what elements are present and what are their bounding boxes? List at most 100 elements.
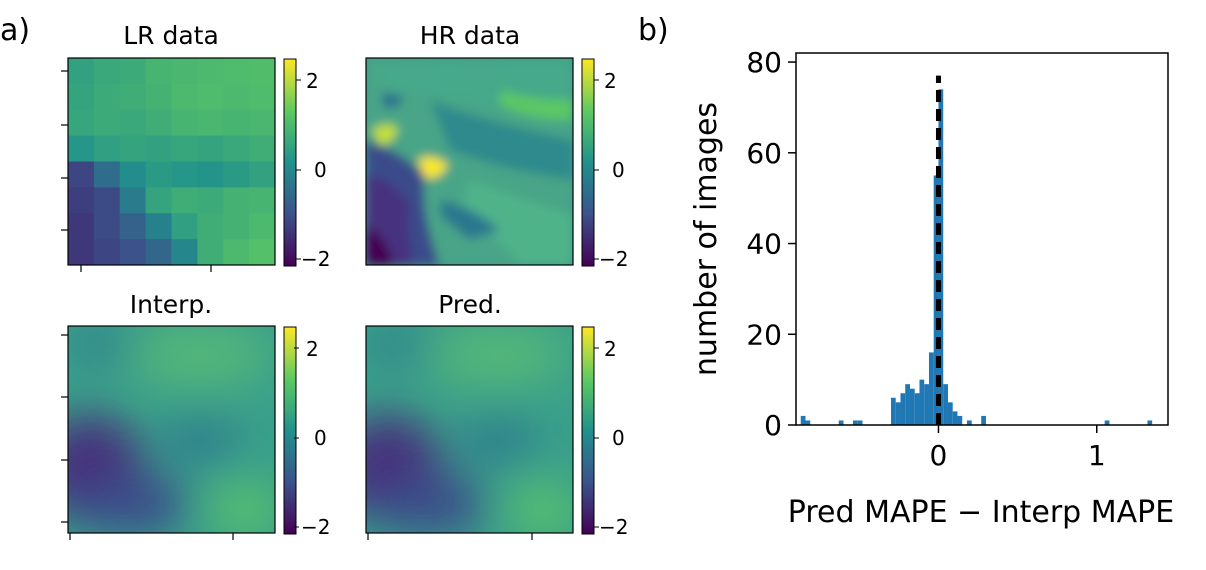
heatmap-cell [93,161,121,188]
histogram-bar [919,379,925,425]
heatmap-cell [119,83,147,111]
heatmap-cell [223,213,250,240]
heatmap-cell [93,213,121,240]
heatmap-cell [93,109,121,137]
heatmap-cell [119,161,147,188]
heatmap-x-ticks [69,533,234,540]
heatmap-cell [93,135,121,162]
heatmap-cell [119,135,147,162]
heatmap-cell [197,187,224,214]
histogram-bar [900,393,906,425]
hr-data-image [366,58,573,265]
heatmap-frame [365,325,574,534]
heatmap-y-ticks [61,70,68,231]
heatmap-cell [223,161,250,188]
heatmap-cell [223,135,250,162]
panel-label-b: b) [638,13,669,48]
heatmap-cell [119,109,147,137]
y-axis-ticks: 0 20 40 60 80 [746,46,796,442]
x-axis-label: Pred MAPE − Interp MAPE [788,495,1174,530]
colorbar: 2 0 −2 [581,326,628,539]
heatmap-frame [67,325,276,534]
heatmap-cell [145,58,172,85]
heatmap-y-ticks [61,334,68,523]
heatmap-cell [197,135,224,162]
histogram-bar [966,420,972,425]
colorbar-tick-label: −2 [301,515,330,539]
heatmap-cell [145,83,172,111]
heatmap-frame [67,57,276,266]
colorbar-tick-label: 2 [306,337,319,361]
heatmap-cell [68,135,95,162]
heatmap-cell [223,109,250,137]
heatmap-x-ticks [367,533,533,540]
heatmap-cell [197,83,224,111]
heatmap-cell [249,109,276,137]
heatmap-cell [223,187,250,214]
x-tick-label: 1 [1088,439,1106,472]
heatmap-cell [68,213,95,240]
y-tick-label: 20 [746,318,782,351]
histogram-bar [909,388,915,425]
histogram-bar [800,415,806,425]
heatmap-cell [68,187,95,214]
heatmap-cell [249,187,276,214]
heatmap-cell [197,161,224,188]
pred-image [366,326,573,533]
histogram-bar [838,420,844,425]
colorbar-tick-label: 2 [604,69,617,93]
colorbar: 2 0 −2 [283,58,330,271]
heatmap-cell [68,161,95,188]
heatmap-frame [365,57,574,266]
heatmap-cell [249,58,276,85]
heatmap-cell [171,213,198,240]
colorbar-tick-label: −2 [599,247,628,271]
heatmap-cell [197,109,224,137]
colorbar-tick-label: −2 [301,247,330,271]
histogram-bar [957,415,963,425]
heatmap-cell [171,161,198,188]
heatmap-cell [68,239,95,266]
heatmap-cell [249,83,276,111]
heatmap-cell [171,187,198,214]
x-tick-label: 0 [930,439,948,472]
y-tick-label: 80 [746,46,782,79]
heatmap-cell [171,239,198,266]
interp-image [68,326,275,533]
histogram-bar [914,393,920,425]
colorbar-tick-label: 0 [612,426,625,450]
heatmap-cell [119,58,147,85]
colorbar-gradient [581,58,595,267]
y-axis-label: number of images [689,102,724,376]
heatmap-cell [145,213,172,240]
colorbar-tick-label: 2 [306,69,319,93]
histogram-bar [1147,420,1153,425]
heatmap-title: Pred. [438,290,502,319]
heatmap-cell [223,58,250,85]
histogram-bars [800,89,1153,425]
plot-frame [795,52,1169,426]
histogram-bar [943,384,948,425]
heatmap-cell [249,213,276,240]
heatmap-cell [68,58,95,85]
panel-label-a: a) [0,13,30,48]
colorbar-tick-label: −2 [599,515,628,539]
heatmap-cell [197,239,224,266]
y-tick-label: 60 [746,137,782,170]
heatmap-cell [145,239,172,266]
heatmap-title: LR data [123,21,219,50]
heatmap-cell [171,83,198,111]
colorbar-gradient [283,326,297,535]
heatmap-cell [249,239,276,266]
heatmap-cell [171,109,198,137]
histogram-bar [938,89,944,425]
heatmap-interp: Interp. 2 0 −2 [61,290,330,540]
histogram-bar [905,384,910,425]
heatmap-cell [93,58,121,85]
heatmap-cell [119,239,147,266]
histogram-bar [852,420,858,425]
colorbar-tick-label: 0 [314,158,327,182]
heatmap-cell [145,135,172,162]
